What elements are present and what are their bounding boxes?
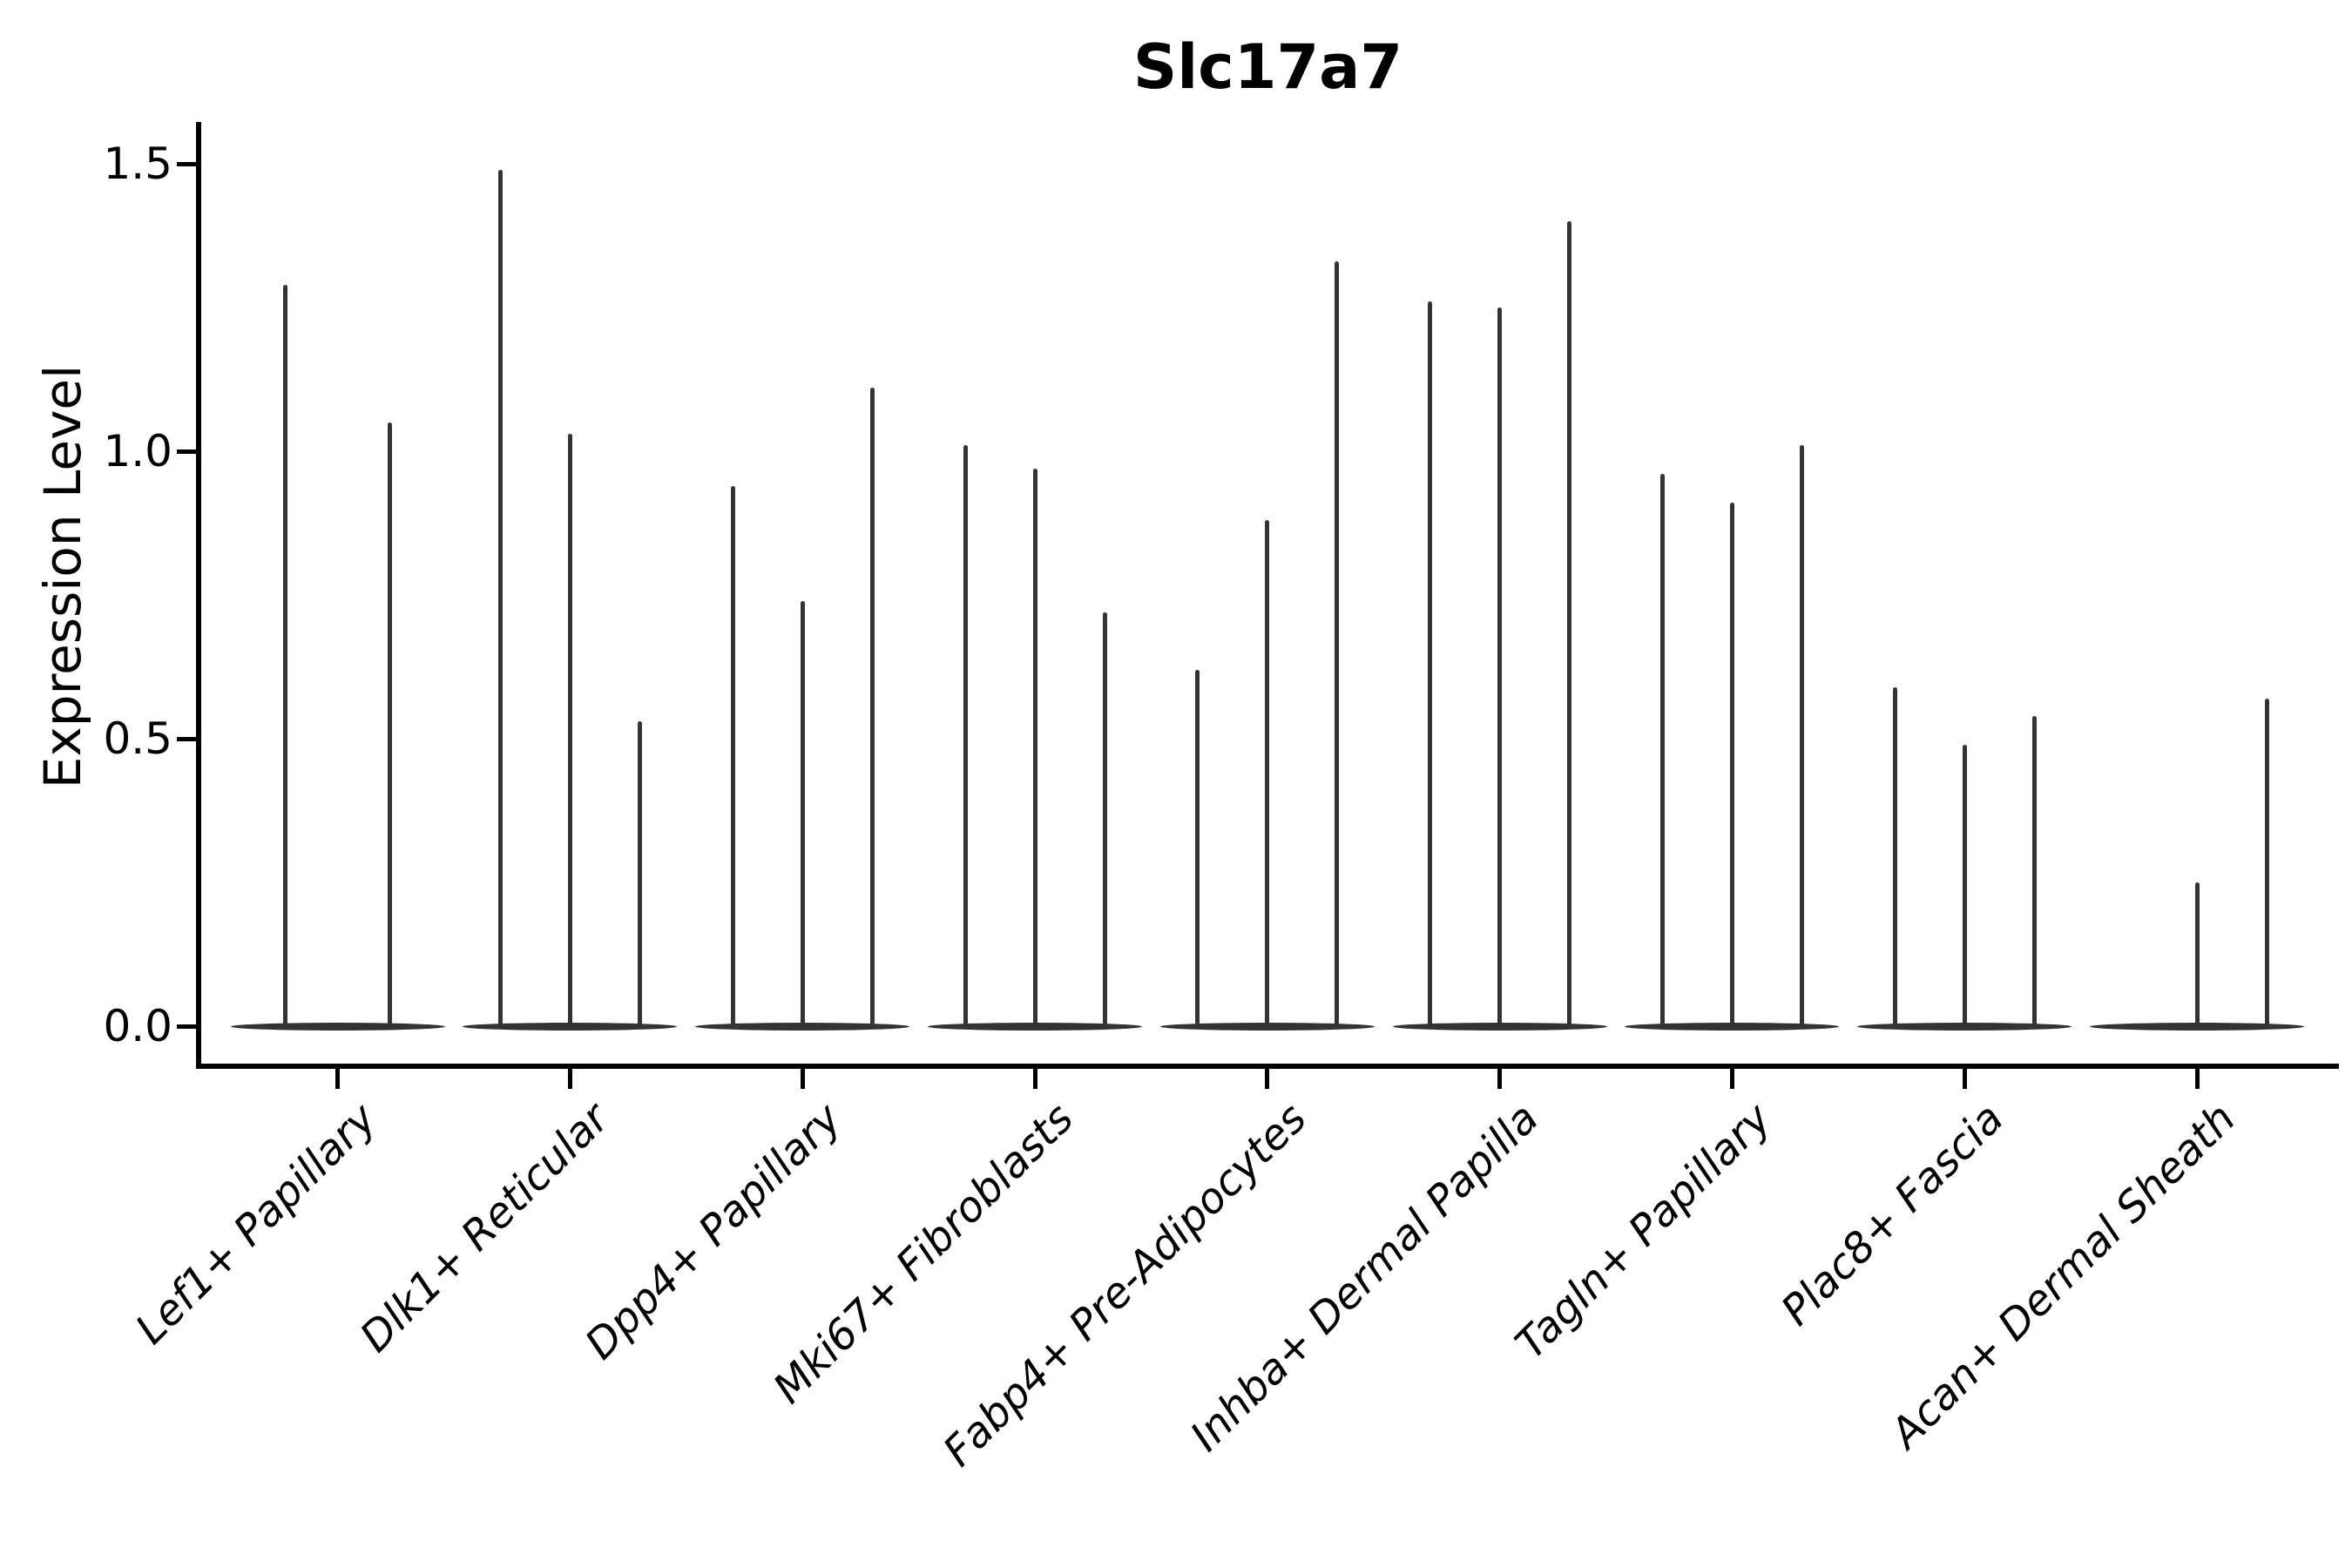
violin-base-6 (1392, 1022, 1607, 1031)
chart-title: Slc17a7 (1132, 31, 1403, 103)
violin-spike-3-1 (730, 485, 735, 1026)
violin-spike-7-3 (1799, 445, 1804, 1026)
y-tick-label-0.5: 0.5 (103, 713, 172, 764)
violin-spike-5-3 (1335, 261, 1340, 1026)
violin-spike-1-2 (388, 422, 393, 1026)
violin-base-9 (2090, 1022, 2304, 1031)
violin-spike-4-2 (1032, 468, 1037, 1026)
y-axis-label: Expression Level (33, 364, 92, 789)
violin-spike-6-1 (1428, 301, 1433, 1026)
violin-spike-2-1 (497, 169, 503, 1026)
violin-base-8 (1857, 1022, 2072, 1031)
violin-spike-5-1 (1195, 669, 1200, 1026)
violin-spike-7-2 (1729, 503, 1734, 1026)
x-tick-label-7: Tagln+ Papillary (1505, 1093, 1781, 1369)
violin-base-1 (230, 1022, 445, 1031)
violin-spike-6-2 (1497, 308, 1503, 1026)
violin-spike-8-1 (1892, 686, 1897, 1026)
x-tick-mark-1 (335, 1069, 341, 1089)
violin-spike-5-2 (1265, 520, 1270, 1026)
x-tick-label-8: Plac8+ Fascia (1772, 1093, 2013, 1335)
x-tick-mark-8 (1962, 1069, 1967, 1089)
violin-spike-6-3 (1567, 221, 1572, 1026)
y-tick-label-0.0: 0.0 (103, 1001, 172, 1051)
violin-spike-3-2 (800, 600, 805, 1026)
y-axis-spine (196, 122, 201, 1069)
x-tick-mark-2 (567, 1069, 572, 1089)
violin-base-5 (1159, 1022, 1375, 1031)
violin-base-4 (928, 1022, 1142, 1031)
violin-spike-4-1 (963, 445, 968, 1026)
x-tick-label-3: Dpp4+ Papillary (576, 1093, 851, 1369)
violin-spike-3-3 (869, 388, 875, 1026)
violin-spike-1-1 (283, 284, 288, 1026)
x-tick-mark-7 (1729, 1069, 1734, 1089)
violin-spike-9-3 (2264, 698, 2269, 1026)
y-tick-mark-1.0 (177, 449, 196, 454)
violin-spike-9-2 (2194, 882, 2200, 1026)
violin-base-3 (695, 1022, 910, 1031)
violin-spike-8-2 (1962, 744, 1967, 1026)
x-tick-label-1: Lef1+ Papillary (125, 1093, 387, 1354)
y-tick-mark-0.0 (177, 1024, 196, 1029)
x-axis-spine (196, 1064, 2339, 1069)
y-tick-label-1.0: 1.0 (103, 426, 172, 476)
violin-spike-7-1 (1659, 474, 1665, 1026)
y-tick-mark-1.5 (177, 161, 196, 166)
y-tick-mark-0.5 (177, 736, 196, 741)
x-tick-mark-3 (800, 1069, 805, 1089)
y-tick-label-1.5: 1.5 (103, 139, 172, 189)
violin-base-2 (463, 1022, 678, 1031)
x-tick-mark-4 (1032, 1069, 1037, 1089)
x-tick-mark-9 (2194, 1069, 2200, 1089)
violin-spike-2-2 (567, 434, 572, 1026)
x-tick-mark-5 (1265, 1069, 1270, 1089)
violin-spike-2-3 (637, 721, 642, 1026)
violin-spike-8-3 (2031, 715, 2037, 1026)
violin-base-7 (1625, 1022, 1840, 1031)
violin-spike-4-3 (1102, 612, 1107, 1026)
x-tick-label-2: Dlk1+ Reticular (350, 1093, 618, 1362)
x-tick-mark-6 (1497, 1069, 1503, 1089)
